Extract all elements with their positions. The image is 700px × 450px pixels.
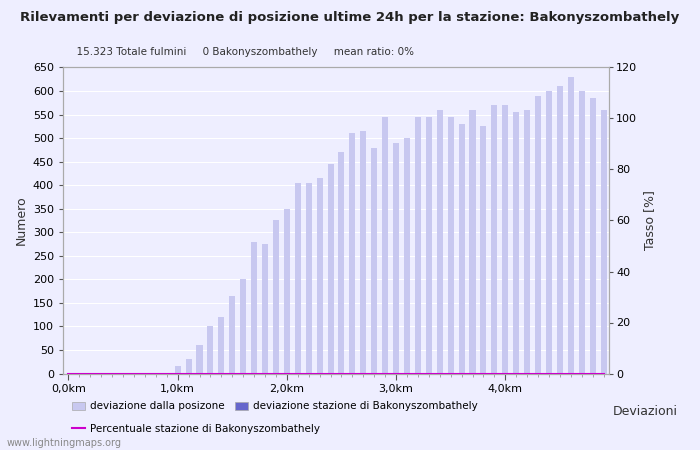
Bar: [546, 91, 552, 374]
Bar: [251, 242, 257, 374]
Bar: [371, 148, 377, 374]
Legend: Percentuale stazione di Bakonyszombathely: Percentuale stazione di Bakonyszombathel…: [68, 420, 324, 438]
Y-axis label: Numero: Numero: [14, 196, 27, 245]
Bar: [579, 91, 584, 374]
Bar: [513, 112, 519, 374]
Bar: [175, 366, 181, 373]
Bar: [339, 152, 344, 374]
Bar: [197, 345, 202, 374]
Bar: [382, 117, 388, 374]
Bar: [230, 296, 235, 374]
Legend: deviazione dalla posizone, deviazione stazione di Bakonyszombathely: deviazione dalla posizone, deviazione st…: [68, 397, 482, 415]
Bar: [218, 317, 224, 373]
Bar: [306, 183, 312, 374]
Bar: [503, 105, 508, 374]
Bar: [426, 117, 432, 374]
Bar: [295, 183, 301, 374]
Bar: [568, 77, 574, 373]
Text: Rilevamenti per deviazione di posizione ultime 24h per la stazione: Bakonyszomba: Rilevamenti per deviazione di posizione …: [20, 11, 680, 24]
Bar: [415, 117, 421, 374]
Bar: [601, 110, 606, 374]
Bar: [316, 178, 323, 374]
Bar: [349, 133, 356, 374]
Bar: [524, 110, 530, 374]
Text: 15.323 Totale fulmini     0 Bakonyszombathely     mean ratio: 0%: 15.323 Totale fulmini 0 Bakonyszombathel…: [70, 47, 414, 57]
Bar: [480, 126, 486, 374]
Bar: [404, 138, 410, 374]
Bar: [328, 164, 333, 374]
Bar: [557, 86, 563, 374]
Text: Deviazioni: Deviazioni: [612, 405, 678, 418]
Y-axis label: Tasso [%]: Tasso [%]: [643, 190, 656, 251]
Bar: [186, 360, 192, 374]
Bar: [273, 220, 279, 374]
Bar: [284, 209, 290, 374]
Bar: [535, 96, 541, 374]
Bar: [491, 105, 497, 374]
Bar: [262, 244, 268, 374]
Bar: [360, 131, 366, 373]
Bar: [458, 124, 465, 374]
Bar: [437, 110, 442, 374]
Bar: [240, 279, 246, 374]
Bar: [448, 117, 454, 374]
Bar: [470, 110, 475, 374]
Bar: [589, 98, 596, 374]
Bar: [393, 143, 399, 374]
Text: www.lightningmaps.org: www.lightningmaps.org: [7, 438, 122, 448]
Bar: [207, 326, 214, 374]
